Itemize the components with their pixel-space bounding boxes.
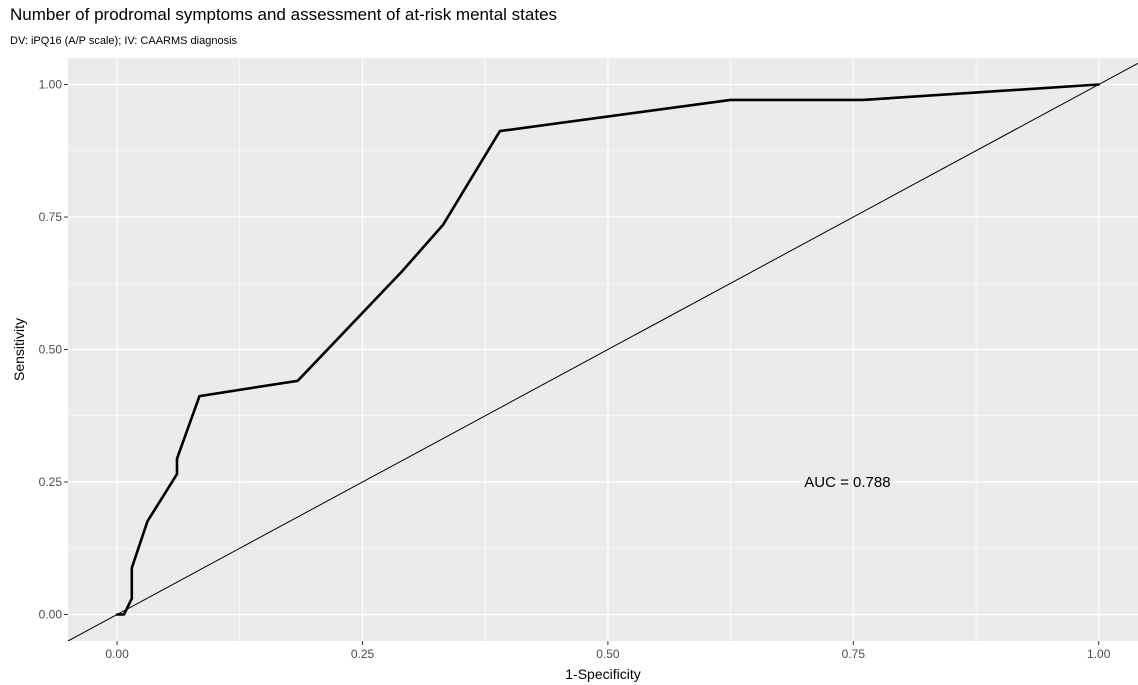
x-tick-label: 1.00 xyxy=(1087,647,1111,661)
x-axis-title: 1-Specificity xyxy=(565,666,640,682)
x-tick-label: 0.75 xyxy=(842,647,866,661)
axes: 0.00 0.25 0.50 0.75 1.00 0.00 0.25 0.50 0.75 1.00… xyxy=(11,78,1111,683)
roc-curve-line xyxy=(115,83,1100,616)
auc-annotation: AUC = 0.788 xyxy=(804,474,890,491)
reference-diagonal xyxy=(68,62,1138,641)
x-tick-label: 0.25 xyxy=(351,647,375,661)
plot-area: AUC = 0.788 xyxy=(68,58,1138,641)
x-tick-label: 0.00 xyxy=(105,647,129,661)
chart-title: Number of prodromal symptoms and assessm… xyxy=(10,5,558,24)
x-tick-label: 0.50 xyxy=(596,647,620,661)
y-tick-label: 0.75 xyxy=(39,210,63,224)
chart-subtitle: DV: iPQ16 (A/P scale); IV: CAARMS diagno… xyxy=(10,35,238,47)
y-tick-label: 1.00 xyxy=(39,78,63,92)
y-axis-title: Sensitivity xyxy=(11,318,27,381)
y-tick-label: 0.25 xyxy=(39,475,63,489)
y-tick-label: 0.00 xyxy=(39,608,63,622)
y-tick-label: 0.50 xyxy=(39,343,63,357)
